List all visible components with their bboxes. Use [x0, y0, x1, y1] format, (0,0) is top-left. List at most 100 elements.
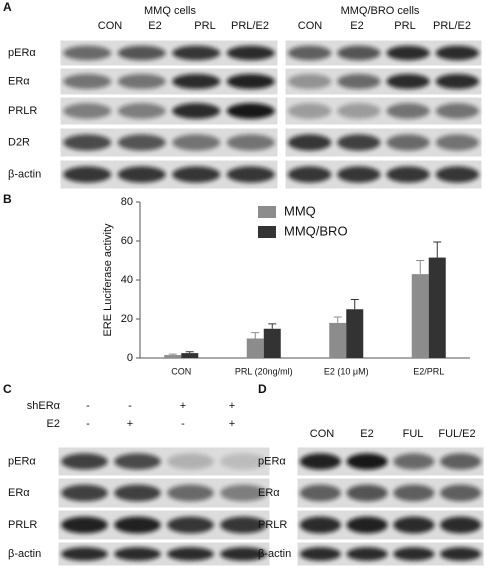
blot-band [63, 103, 112, 119]
blot-band [337, 103, 381, 119]
blot-band [63, 166, 112, 183]
blot-band [386, 45, 430, 61]
legend-swatch [258, 206, 276, 218]
blot-band [393, 516, 435, 534]
y-axis-label: ERE Luciferase activity [102, 223, 114, 337]
blot-band [287, 134, 332, 151]
blot-band [61, 547, 108, 561]
condition-sign: + [127, 418, 133, 430]
blot-band [167, 516, 214, 534]
blot-title: MMQ/BRO cells [341, 5, 420, 17]
blot-band [346, 484, 388, 502]
blot-band [167, 453, 214, 470]
blot-band [61, 516, 108, 534]
error-bar [433, 241, 442, 258]
blot-band [117, 134, 166, 151]
bar [246, 338, 264, 358]
blot-band [287, 73, 332, 90]
condition-sign: - [128, 400, 132, 412]
blot-band [386, 166, 430, 183]
blot-band [226, 166, 275, 183]
blot-band [337, 134, 381, 151]
error-bar [268, 323, 277, 329]
blot-band [393, 484, 435, 502]
blot-band [117, 166, 166, 183]
blot-band [172, 134, 221, 151]
bar [428, 257, 446, 358]
y-tick-label: 40 [121, 274, 133, 286]
blot-band [299, 484, 341, 502]
blot-band [440, 453, 482, 470]
row-label: ERα [8, 75, 30, 87]
error-bar [350, 299, 359, 310]
condition-sign: + [229, 418, 235, 430]
blot-band [167, 484, 214, 502]
blot-band [226, 73, 275, 90]
blot-band [114, 453, 161, 470]
row-label: pERα [8, 47, 36, 59]
row-label: PRLR [8, 105, 37, 117]
error-bar [168, 353, 177, 356]
blot-band [287, 103, 332, 119]
blot-band [386, 103, 430, 119]
bar [346, 309, 364, 358]
blot-band [117, 103, 166, 119]
row-label: PRLR [258, 519, 287, 531]
blot-band [346, 516, 388, 534]
blot-band [114, 547, 161, 561]
blot-band [61, 484, 108, 502]
column-label: CON [98, 20, 123, 32]
blot-band [337, 45, 381, 61]
blot-band [393, 453, 435, 470]
blot-band [220, 453, 267, 470]
blot-title: MMQ cells [144, 5, 196, 17]
bar [263, 328, 281, 358]
blot-band [114, 516, 161, 534]
blot-band [337, 166, 381, 183]
panel-label: B [3, 192, 12, 206]
column-label: FUL/E2 [438, 428, 475, 440]
row-label: β-actin [8, 548, 41, 560]
blot-band [172, 103, 221, 119]
blot-band [435, 45, 480, 61]
blot-band [167, 547, 214, 561]
column-label: FUL [403, 428, 424, 440]
row-label: β-actin [258, 548, 291, 560]
blot-band [220, 516, 267, 534]
y-tick-label: 60 [121, 235, 133, 247]
condition-sign: + [180, 400, 186, 412]
column-label: CON [298, 20, 323, 32]
condition-sign: - [86, 400, 90, 412]
blot-band [117, 73, 166, 90]
row-label: D2R [8, 136, 30, 148]
blot-band [299, 516, 341, 534]
blot-band [226, 103, 275, 119]
blot-band [346, 453, 388, 470]
blot-band [226, 134, 275, 151]
row-label: PRLR [8, 519, 37, 531]
x-tick-label: E2/PRL [413, 366, 444, 376]
blot-band [63, 45, 112, 61]
blot-band [172, 45, 221, 61]
legend-label: MMQ [284, 203, 316, 218]
bar [411, 274, 429, 358]
blot-band [172, 73, 221, 90]
y-tick-label: 80 [121, 196, 133, 208]
blot-band [117, 45, 166, 61]
column-label: CON [310, 428, 335, 440]
panel-label: A [3, 0, 12, 14]
blot-band [435, 134, 480, 151]
column-label: PRL [394, 20, 415, 32]
legend-swatch [258, 226, 276, 238]
condition-sign: - [86, 418, 90, 430]
blot-band [386, 134, 430, 151]
blot-band [440, 516, 482, 534]
blot-band [337, 73, 381, 90]
blot-band [435, 166, 480, 183]
blot-band [63, 134, 112, 151]
blot-band [435, 73, 480, 90]
blot-band [220, 484, 267, 502]
condition-sign: - [181, 418, 185, 430]
condition-label: shERα [27, 400, 61, 412]
